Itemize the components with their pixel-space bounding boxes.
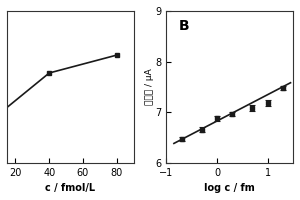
X-axis label: c / fmol/L: c / fmol/L [45,183,95,193]
Text: B: B [179,19,190,33]
X-axis label: log c / fm: log c / fm [204,183,255,193]
Y-axis label: 光电流 / μA: 光电流 / μA [145,68,154,105]
